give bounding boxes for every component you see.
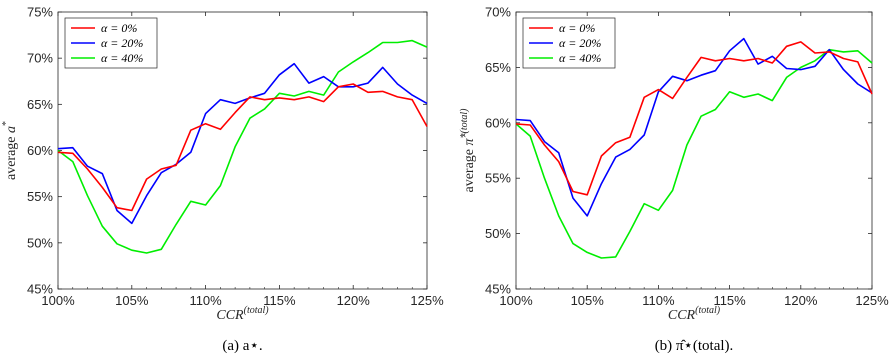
x-axis-label: CCR(total) xyxy=(668,305,721,323)
x-tick-label: 125% xyxy=(410,293,444,308)
y-tick-label: 45% xyxy=(485,282,511,297)
y-tick-label: 55% xyxy=(485,171,511,186)
legend-entry: α = 0% xyxy=(101,21,137,35)
legend-entry: α = 40% xyxy=(559,51,601,65)
chart-panel-a: 100% 105% 110% 115% 120% 125% 45% 50% 55% 60% 65% 7… xyxy=(1,5,444,355)
series-line xyxy=(515,37,873,217)
figure-caption: (a) a⋆. xyxy=(222,338,262,354)
y-tick-label: 65% xyxy=(27,97,53,112)
y-tick-label: 50% xyxy=(27,235,53,250)
legend-entry: α = 20% xyxy=(101,36,143,50)
x-tick-label: 110% xyxy=(642,293,675,308)
x-tick-label: 110% xyxy=(189,293,222,308)
x-tick-label: 120% xyxy=(784,293,818,308)
figure-caption: (b) π̂⋆(total). xyxy=(655,338,734,354)
x-tick-label: 115% xyxy=(263,293,296,308)
series-line xyxy=(57,39,428,254)
legend-entry: α = 20% xyxy=(559,36,601,50)
series-line xyxy=(57,62,428,225)
series-line xyxy=(515,48,873,259)
plot-frame xyxy=(515,11,873,290)
series-line xyxy=(57,83,428,212)
y-tick-label: 70% xyxy=(27,51,53,66)
x-tick-label: 115% xyxy=(713,293,746,308)
y-tick-label: 65% xyxy=(485,60,511,75)
legend-entry: α = 0% xyxy=(559,21,595,35)
x-axis-label: CCR(total) xyxy=(216,305,269,323)
y-tick-label: 55% xyxy=(27,189,53,204)
x-tick-label: 100% xyxy=(499,293,533,308)
x-tick-label: 125% xyxy=(855,293,889,308)
chart-panel-b: 100% 105% 110% 115% 120% 125% 45% 50% 55% 60% 65% 7… xyxy=(459,5,889,355)
series-line xyxy=(515,41,873,196)
y-tick-label: 70% xyxy=(485,5,511,20)
y-tick-label: 75% xyxy=(27,5,53,20)
y-tick-label: 60% xyxy=(27,143,53,158)
y-tick-label: 60% xyxy=(485,115,511,130)
x-tick-label: 105% xyxy=(115,293,149,308)
y-axis-label: average π̂*(total) xyxy=(459,108,477,193)
y-axis-label: average a* xyxy=(1,121,19,180)
x-tick-label: 100% xyxy=(41,293,75,308)
y-tick-label: 50% xyxy=(485,226,511,241)
x-tick-label: 120% xyxy=(337,293,371,308)
legend-entry: α = 40% xyxy=(101,51,143,65)
y-tick-label: 45% xyxy=(27,282,53,297)
x-tick-label: 105% xyxy=(571,293,605,308)
